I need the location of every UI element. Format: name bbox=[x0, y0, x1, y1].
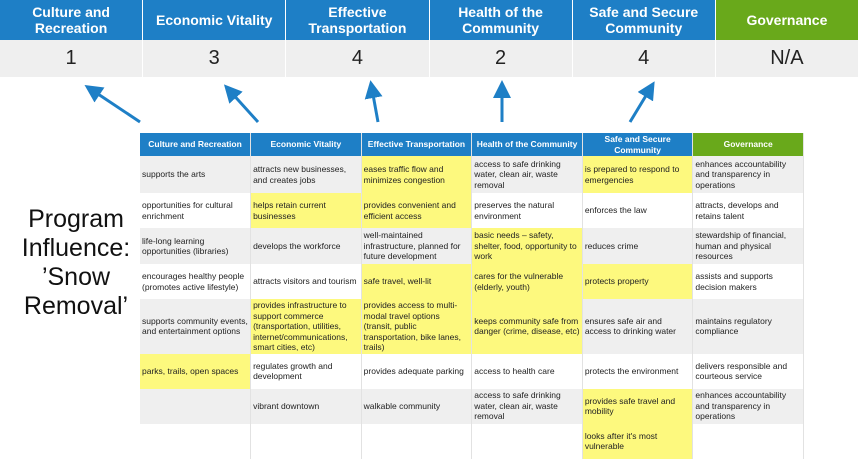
summary-score: 3 bbox=[143, 40, 287, 77]
table-row: encourages healthy people (promotes acti… bbox=[140, 264, 804, 299]
table-header: Effective Transportation bbox=[361, 133, 473, 156]
table-cell: access to safe drinking water, clean air… bbox=[471, 156, 583, 193]
table-cell: opportunities for cultural enrichment bbox=[140, 193, 252, 228]
table-row: life-long learning opportunities (librar… bbox=[140, 228, 804, 264]
summary-score: 2 bbox=[429, 40, 573, 77]
table-cell: attracts new businesses, and creates job… bbox=[250, 156, 362, 193]
arrow-icon bbox=[364, 80, 383, 123]
table-header: Governance bbox=[692, 133, 804, 156]
table-cell: preserves the natural environment bbox=[471, 193, 583, 228]
table-cell: basic needs – safety, shelter, food, opp… bbox=[471, 228, 583, 264]
arrow-icon bbox=[84, 85, 141, 124]
arrow-icon bbox=[628, 81, 655, 123]
table-cell bbox=[250, 423, 362, 459]
table-cell: vibrant downtown bbox=[250, 388, 362, 424]
table-cell: regulates growth and development bbox=[250, 353, 362, 389]
table-cell: provides adequate parking bbox=[361, 353, 473, 389]
table-row: supports community events, and entertain… bbox=[140, 299, 804, 354]
table-cell: is prepared to respond to emergencies bbox=[582, 156, 694, 193]
table-cell: safe travel, well-lit bbox=[361, 264, 473, 299]
table-cell bbox=[140, 423, 252, 459]
table-cell: enhances accountability and transparency… bbox=[692, 156, 804, 193]
table-cell: reduces crime bbox=[582, 228, 694, 264]
table-row: vibrant downtown walkable community access… bbox=[140, 388, 804, 424]
table-cell: stewardship of financial, human and phys… bbox=[692, 228, 804, 264]
table-cell: supports community events, and entertain… bbox=[140, 299, 252, 354]
table-cell: keeps community safe from danger (crime,… bbox=[471, 299, 583, 354]
table-row: parks, trails, open spaces regulates grow… bbox=[140, 353, 804, 389]
summary-header: Economic Vitality bbox=[143, 0, 287, 40]
table-cell: enhances accountability and transparency… bbox=[692, 388, 804, 424]
table-cell: supports the arts bbox=[140, 156, 252, 193]
summary-score: 4 bbox=[286, 40, 430, 77]
summary-header: Culture and Recreation bbox=[0, 0, 144, 40]
table-cell: protects the environment bbox=[582, 353, 694, 389]
summary-score: 4 bbox=[572, 40, 716, 77]
program-influence-label: Program Influence: ’Snow Removal’ bbox=[21, 205, 131, 320]
table-cell: walkable community bbox=[361, 388, 473, 424]
arrows bbox=[84, 80, 655, 124]
table-cell: assists and supports decision makers bbox=[692, 264, 804, 299]
table-row: opportunities for cultural enrichment hel… bbox=[140, 193, 804, 228]
table-cell: provides safe travel and mobility bbox=[582, 388, 694, 424]
table-cell: enforces the law bbox=[582, 193, 694, 228]
table-cell: attracts, develops and retains talent bbox=[692, 193, 804, 228]
table-cell: cares for the vulnerable (elderly, youth… bbox=[471, 264, 583, 299]
table-cell: provides infrastructure to support comme… bbox=[250, 299, 362, 354]
summary-score: 1 bbox=[0, 40, 144, 77]
table-cell: helps retain current businesses bbox=[250, 193, 362, 228]
table-header: Health of the Community bbox=[471, 133, 583, 156]
table-row: supports the arts attracts new businesses… bbox=[140, 156, 804, 193]
table-cell: encourages healthy people (promotes acti… bbox=[140, 264, 252, 299]
table-cell: provides access to multi-modal travel op… bbox=[361, 299, 473, 354]
table-cell: access to health care bbox=[471, 353, 583, 389]
table-cell bbox=[361, 423, 473, 459]
summary-score: N/A bbox=[715, 40, 859, 77]
table-cell: maintains regulatory compliance bbox=[692, 299, 804, 354]
table-cell: develops the workforce bbox=[250, 228, 362, 264]
table-cell: access to safe drinking water, clean air… bbox=[471, 388, 583, 424]
table-cell: protects property bbox=[582, 264, 694, 299]
table-cell: life-long learning opportunities (librar… bbox=[140, 228, 252, 264]
criteria-table: Culture and Recreation Economic Vitality E… bbox=[140, 133, 804, 459]
table-header: Safe and Secure Community bbox=[582, 133, 694, 156]
table-cell: delivers responsible and courteous servi… bbox=[692, 353, 804, 389]
summary-header: Effective Transportation bbox=[286, 0, 430, 40]
table-cell bbox=[140, 388, 252, 424]
table-cell bbox=[692, 423, 804, 459]
table-cell bbox=[471, 423, 583, 459]
summary-header: Health of the Community bbox=[429, 0, 573, 40]
table-cell: parks, trails, open spaces bbox=[140, 353, 252, 389]
summary-header: Safe and Secure Community bbox=[572, 0, 716, 40]
summary-scores: Culture and Recreation 1 Economic Vitality… bbox=[0, 0, 859, 77]
summary-header: Governance bbox=[715, 0, 859, 40]
table-cell: well-maintained infrastructure, planned … bbox=[361, 228, 473, 264]
table-header: Economic Vitality bbox=[250, 133, 362, 156]
table-cell: looks after it's most vulnerable bbox=[582, 423, 694, 459]
table-cell: ensures safe air and access to drinking … bbox=[582, 299, 694, 354]
table-cell: attracts visitors and tourism bbox=[250, 264, 362, 299]
table-row: looks after it's most vulnerable bbox=[140, 423, 804, 459]
table-cell: eases traffic flow and minimizes congest… bbox=[361, 156, 473, 193]
table-cell: provides convenient and efficient access bbox=[361, 193, 473, 228]
table-header: Culture and Recreation bbox=[140, 133, 252, 156]
arrow-icon bbox=[223, 84, 260, 124]
